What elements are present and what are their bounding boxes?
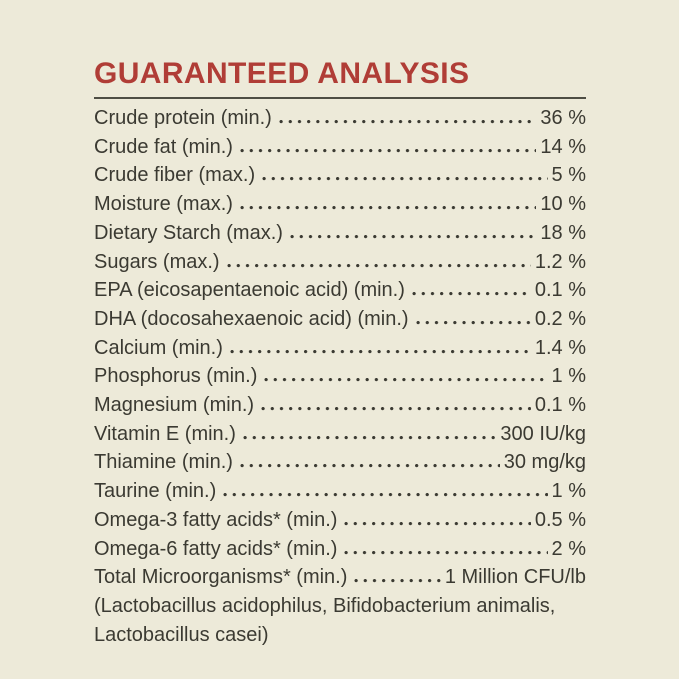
nutrient-value: 300 IU/kg [500, 422, 586, 445]
nutrient-value: 2 % [551, 537, 586, 560]
nutrient-label: Calcium (min.) [94, 336, 223, 359]
dot-leader [239, 147, 537, 153]
analysis-row: Phosphorus (min.) 1 % [94, 362, 586, 391]
nutrient-label: Crude fiber (max.) [94, 164, 256, 187]
nutrient-label: EPA (eicosapentaenoic acid) (min.) [94, 279, 405, 302]
analysis-row: Crude fat (min.) 14 % [94, 133, 586, 162]
analysis-row: Omega-6 fatty acids* (min.) 2 % [94, 535, 586, 564]
dot-leader [229, 348, 531, 354]
analysis-row: Total Microorganisms* (min.) 1 Million C… [94, 563, 586, 592]
analysis-row: DHA (docosahexaenoic acid) (min.) 0.2 % [94, 305, 586, 334]
dot-leader [239, 205, 537, 211]
analysis-row: Sugars (max.) 1.2 % [94, 248, 586, 277]
analysis-row: Crude protein (min.) 36 % [94, 104, 586, 133]
analysis-row: Dietary Starch (max.) 18 % [94, 219, 586, 248]
nutrient-label: Phosphorus (min.) [94, 365, 258, 388]
dot-leader [261, 406, 531, 412]
nutrient-label: Thiamine (min.) [94, 451, 233, 474]
nutrient-value: 1 Million CFU/lb [444, 566, 586, 589]
nutrient-label: Magnesium (min.) [94, 394, 255, 417]
nutrient-value: 10 % [540, 193, 586, 216]
dot-leader [223, 492, 548, 498]
dot-leader [239, 463, 500, 469]
dot-leader [278, 119, 537, 124]
nutrient-value: 1.4 % [534, 336, 586, 359]
analysis-row: Calcium (min.) 1.4 % [94, 334, 586, 363]
nutrient-value: 0.1 % [534, 279, 586, 302]
dot-leader [226, 262, 531, 268]
nutrient-label: Omega-3 fatty acids* (min.) [94, 508, 338, 531]
analysis-row: Crude fiber (max.) 5 % [94, 161, 586, 190]
nutrient-value: 30 mg/kg [503, 451, 586, 474]
nutrient-label: Sugars (max.) [94, 250, 220, 273]
nutrient-value: 0.2 % [534, 307, 586, 330]
nutrient-value: 14 % [540, 135, 586, 158]
nutrient-label: Crude fat (min.) [94, 135, 233, 158]
nutrient-label: Vitamin E (min.) [94, 422, 236, 445]
nutrient-label: DHA (docosahexaenoic acid) (min.) [94, 307, 409, 330]
nutrient-value: 5 % [551, 164, 586, 187]
nutrient-value: 1 % [551, 480, 586, 503]
nutrient-label: Dietary Starch (max.) [94, 221, 283, 244]
dot-leader [289, 233, 537, 239]
dot-leader [354, 578, 441, 584]
nutrient-label: Total Microorganisms* (min.) [94, 566, 348, 589]
nutrient-label: Omega-6 fatty acids* (min.) [94, 537, 338, 560]
analysis-row: Magnesium (min.) 0.1 % [94, 391, 586, 420]
nutrient-value: 0.5 % [534, 508, 586, 531]
analysis-row: Taurine (min.) 1 % [94, 477, 586, 506]
nutrient-value: 0.1 % [534, 394, 586, 417]
nutrient-value: 1 % [551, 365, 586, 388]
dot-leader [411, 291, 531, 297]
nutrient-label: Taurine (min.) [94, 480, 217, 503]
nutrient-label: Crude protein (min.) [94, 107, 272, 129]
dot-leader [415, 319, 531, 325]
analysis-table: Crude protein (min.) 36 % Crude fat (min… [94, 104, 586, 649]
analysis-panel: GUARANTEED ANALYSIS Crude protein (min.)… [94, 56, 586, 649]
probiotic-species-note: (Lactobacillus acidophilus, Bifidobacter… [94, 594, 556, 617]
analysis-row: EPA (eicosapentaenoic acid) (min.) 0.1 % [94, 276, 586, 305]
dot-leader [344, 520, 531, 526]
nutrient-label: Moisture (max.) [94, 193, 233, 216]
dot-leader [264, 377, 548, 383]
analysis-row: Vitamin E (min.) 300 IU/kg [94, 420, 586, 449]
probiotic-species-note: Lactobacillus casei) [94, 623, 269, 646]
nutrient-value: 18 % [540, 221, 586, 244]
title-divider [94, 97, 586, 99]
dot-leader [344, 549, 548, 555]
analysis-row: Thiamine (min.) 30 mg/kg [94, 448, 586, 477]
nutrient-value: 36 % [540, 107, 586, 129]
page-title: GUARANTEED ANALYSIS [94, 57, 470, 90]
dot-leader [242, 434, 497, 440]
analysis-row: Moisture (max.) 10 % [94, 190, 586, 219]
dot-leader [262, 176, 548, 182]
analysis-row: Omega-3 fatty acids* (min.) 0.5 % [94, 506, 586, 535]
nutrient-value: 1.2 % [534, 250, 586, 273]
